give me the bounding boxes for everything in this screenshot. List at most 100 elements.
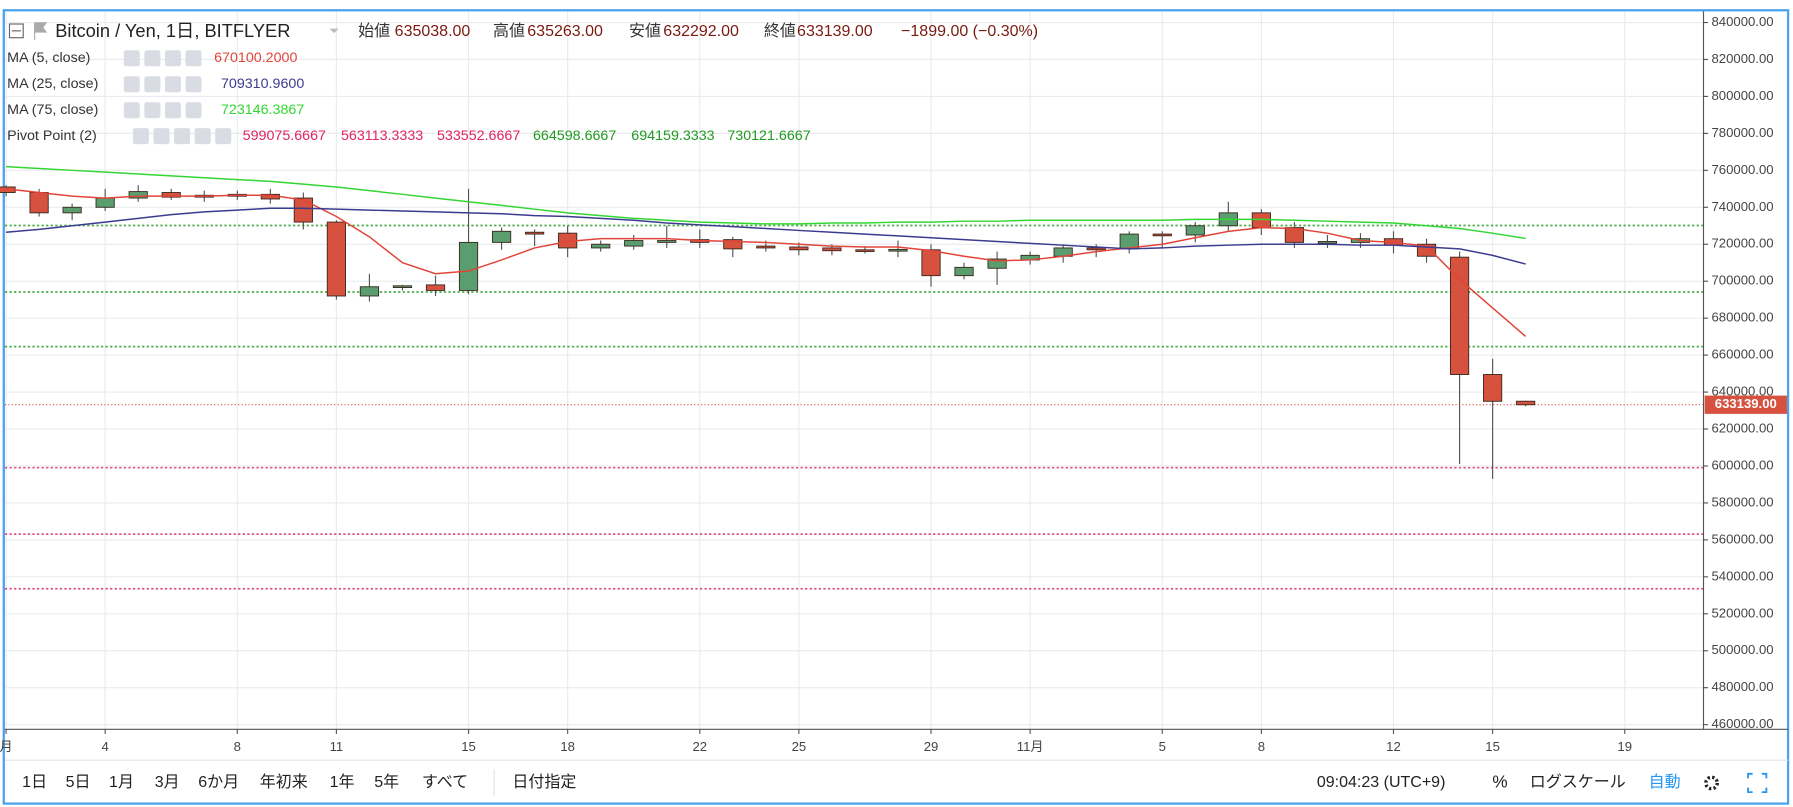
candle-body [491,230,512,243]
candle-body [128,191,148,199]
indicator-button[interactable] [144,102,161,119]
open-label: 始値 [358,22,390,40]
low-value: 632292.00 [663,23,739,40]
settings-icon[interactable] [1704,775,1719,791]
range-button[interactable]: すべて [422,773,468,791]
indicator-button[interactable] [215,128,232,145]
indicator-button[interactable] [164,76,181,93]
candle-body [1152,233,1172,237]
y-tick-label: 780000.00 [1712,125,1774,140]
dropdown-arrow[interactable] [329,28,339,34]
clock: 09:04:23 (UTC+9) [1317,774,1446,791]
indicator-value: 709310.9600 [221,76,304,92]
candle-body [392,285,413,288]
y-tick-label: 760000.00 [1712,162,1774,177]
candle-body [1516,400,1536,406]
indicator-button[interactable] [185,50,202,67]
candle-body [359,286,380,297]
range-button[interactable]: 1月 [109,774,134,791]
indicator-button[interactable] [132,128,149,145]
flag-icon[interactable] [34,22,48,41]
indicator-button[interactable] [185,76,202,93]
change-value: −1899.00 (−0.30%) [901,23,1038,40]
x-tick-label: 11月 [1017,739,1044,754]
candle-body [624,240,644,247]
x-tick-label: 12 [1386,739,1401,754]
y-tick-label: 700000.00 [1712,273,1774,288]
candle-body [62,206,82,214]
x-tick-label: 5 [1159,739,1166,754]
range-button[interactable]: 年初来 [260,773,308,791]
y-tick-label: 520000.00 [1712,605,1774,620]
log-scale-toggle[interactable]: ログスケール [1530,773,1626,791]
range-button[interactable]: 6か月 [198,774,239,791]
open-value: 635038.00 [395,23,471,40]
pivot-value: 730121.6667 [727,128,810,144]
indicator-name: MA (25, close) [7,76,98,92]
pivot-value: 563113.3333 [341,128,423,144]
candle-body [95,197,115,208]
range-button[interactable]: 1年 [330,773,355,791]
candle-body [161,192,181,198]
candle-body [723,239,743,250]
x-tick-label: 15 [461,739,476,754]
x-tick-label: 月 [0,739,13,754]
y-tick-label: 820000.00 [1712,51,1774,66]
y-tick-label: 540000.00 [1712,568,1774,583]
auto-scale-toggle[interactable]: 自動 [1649,773,1681,791]
high-label: 高値 [493,22,525,40]
indicator-button[interactable] [185,102,202,119]
candle-body [987,258,1007,269]
candle-body [326,221,347,297]
ma-line [5,188,1527,337]
candle-body [1483,374,1503,402]
range-button[interactable]: 5年 [374,773,399,791]
range-button[interactable]: 3月 [155,774,180,791]
y-tick-label: 620000.00 [1712,420,1774,435]
indicator-value: 723146.3867 [221,102,304,118]
indicator-button[interactable] [164,102,181,119]
x-tick-label: 19 [1617,739,1632,754]
candle-body [525,231,545,235]
candle-body [789,246,809,251]
x-tick-label: 18 [560,739,575,754]
y-tick-label: 580000.00 [1712,494,1774,509]
indicator-button[interactable] [174,128,191,145]
y-tick-label: 800000.00 [1712,88,1774,103]
last-price-label: 633139.00 [1715,396,1777,411]
close-value: 633139.00 [797,23,873,40]
candle-body [1185,225,1205,236]
range-button[interactable]: 5日 [66,774,91,791]
range-button[interactable]: 1日 [22,774,47,791]
indicator-button[interactable] [153,128,170,145]
candle-body [425,284,446,291]
candle-body [756,245,776,249]
candle-body [657,240,677,243]
fullscreen-icon[interactable] [1747,772,1768,794]
indicator-button[interactable] [123,76,140,93]
candle-body [1086,247,1106,251]
ma-line [5,207,1526,265]
indicator-button[interactable] [123,102,140,119]
date-range-button[interactable]: 日付指定 [512,773,576,791]
indicator-button[interactable] [164,50,181,67]
indicator-name: MA (75, close) [7,102,98,118]
y-tick-label: 720000.00 [1712,236,1774,251]
y-tick-label: 460000.00 [1712,716,1774,731]
symbol-title: Bitcoin / Yen, 1日, BITFLYER [55,20,290,41]
y-tick-label: 640000.00 [1712,384,1774,399]
candle-body [822,247,842,252]
indicator-button[interactable] [194,128,211,145]
bottom-toolbar: 日付指定 09:04:23 (UTC+9) % ログスケール 自動 1日 5日 1月… [22,769,1768,797]
candle-body [29,192,49,214]
indicator-button[interactable] [144,76,161,93]
pivot-value: 599075.6667 [243,128,326,144]
candle-body [1317,241,1338,244]
chart-frame [2,9,1790,805]
percent-toggle[interactable]: % [1492,772,1507,792]
y-tick-label: 680000.00 [1712,310,1774,325]
indicator-button[interactable] [144,50,161,67]
close-label: 終値 [764,22,796,40]
indicator-button[interactable] [123,50,140,67]
